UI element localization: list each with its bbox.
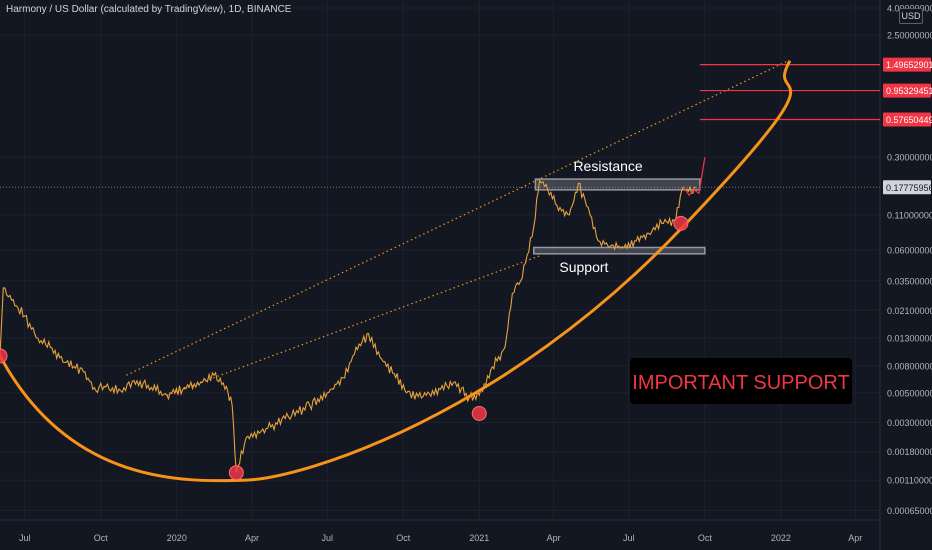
x-tick-label: Apr xyxy=(547,533,561,543)
touch-point-circle xyxy=(0,348,8,364)
projection-line xyxy=(682,157,706,197)
target-price-label: 0.57650449 xyxy=(886,115,932,125)
x-tick-label: 2020 xyxy=(167,533,187,543)
resistance-label: Resistance xyxy=(573,158,642,174)
x-tick-label: Apr xyxy=(848,533,862,543)
x-tick-label: Oct xyxy=(698,533,713,543)
y-tick-label: 0.00065000 xyxy=(887,506,932,516)
target-price-tag xyxy=(883,83,931,98)
chart-title: Harmony / US Dollar (calculated by Tradi… xyxy=(6,4,292,15)
current-price-label: 0.17775956 xyxy=(886,183,932,193)
x-tick-label: Apr xyxy=(245,533,259,543)
x-tick-label: Jul xyxy=(623,533,635,543)
resistance-box xyxy=(534,178,701,191)
x-tick-label: 2022 xyxy=(771,533,791,543)
y-tick-label: 0.30000000 xyxy=(887,153,932,163)
y-tick-label: 0.03500000 xyxy=(887,276,932,286)
lower-trend-line xyxy=(166,255,540,396)
current-price-tag xyxy=(883,180,931,195)
target-price-tag xyxy=(883,112,931,127)
support-box xyxy=(533,246,706,255)
y-tick-label: 2.50000000 xyxy=(887,31,932,41)
important-support-box xyxy=(630,358,852,404)
target-price-tag xyxy=(883,57,931,72)
support-label: Support xyxy=(559,259,608,275)
upper-trend-line xyxy=(126,60,789,376)
x-tick-label: Jul xyxy=(19,533,31,543)
x-tick-label: Oct xyxy=(396,533,411,543)
y-tick-label: 0.00180000 xyxy=(887,447,932,457)
currency-badge[interactable]: USD xyxy=(899,8,923,24)
y-tick-label: 0.02100000 xyxy=(887,306,932,316)
important-support-curve xyxy=(0,60,793,483)
y-tick-label: 0.00110000 xyxy=(887,476,932,486)
y-tick-label: 0.00500000 xyxy=(887,388,932,398)
y-tick-label: 0.00800000 xyxy=(887,361,932,371)
important-support-label: IMPORTANT SUPPORT xyxy=(632,372,849,394)
y-tick-label: 0.00300000 xyxy=(887,418,932,428)
touch-point-circle xyxy=(471,405,487,421)
price-series-line xyxy=(0,179,696,473)
y-tick-label: 0.06000000 xyxy=(887,245,932,255)
x-tick-label: Jul xyxy=(321,533,333,543)
target-price-label: 0.95329451 xyxy=(886,86,932,96)
y-tick-label: 0.11000000 xyxy=(887,210,932,220)
x-tick-label: Oct xyxy=(94,533,109,543)
target-price-label: 1.49652901 xyxy=(886,60,932,70)
touch-point-circle xyxy=(228,465,244,481)
x-tick-label: 2021 xyxy=(469,533,489,543)
y-tick-label: 0.01300000 xyxy=(887,333,932,343)
touch-point-circle xyxy=(673,215,689,231)
